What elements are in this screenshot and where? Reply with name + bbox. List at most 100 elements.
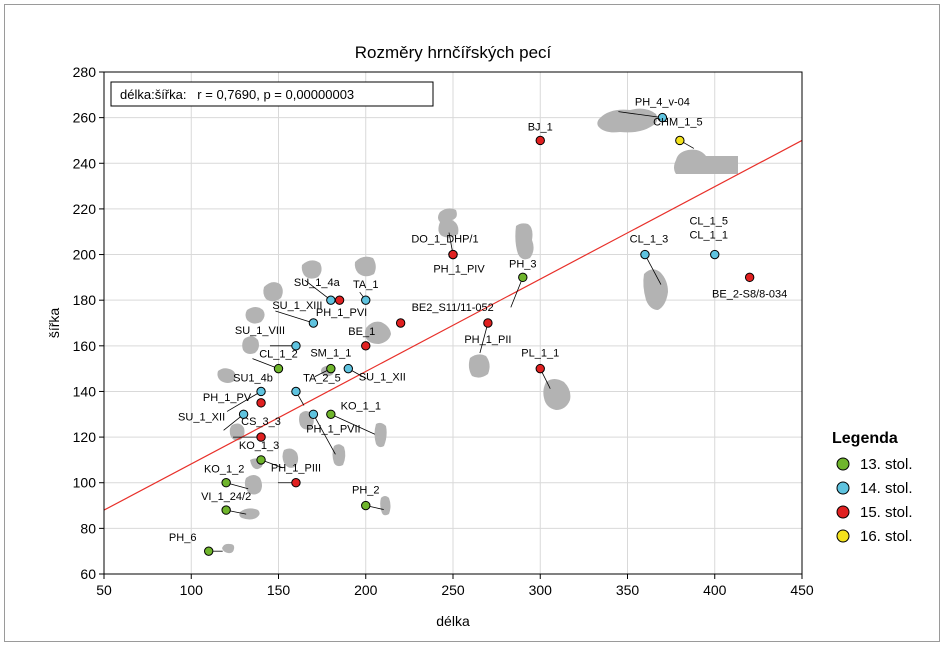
x-axis: 50 100 150 200 250 300 350 400 450 bbox=[96, 574, 814, 598]
y-tick-label: 120 bbox=[73, 429, 97, 445]
point-label: PH_2 bbox=[352, 485, 380, 497]
data-point bbox=[361, 295, 371, 305]
y-tick-label: 260 bbox=[73, 110, 97, 126]
y-tick-label: 280 bbox=[73, 64, 97, 80]
data-point bbox=[221, 478, 231, 488]
kiln-silhouette bbox=[282, 448, 299, 468]
leader-line bbox=[275, 310, 314, 324]
legend-label: 13. stol. bbox=[860, 456, 913, 473]
data-point bbox=[518, 272, 528, 283]
kiln-silhouette bbox=[374, 422, 387, 448]
leader-line bbox=[618, 111, 663, 119]
data-point bbox=[291, 341, 301, 351]
data-point bbox=[710, 249, 720, 260]
y-tick-label: 80 bbox=[80, 520, 96, 536]
x-tick-label: 200 bbox=[354, 582, 378, 598]
point-label: SU1_4b bbox=[233, 372, 273, 384]
regression-line bbox=[104, 139, 802, 511]
point-label: BE2_S11/11-052 bbox=[412, 302, 494, 314]
x-axis-label: délka bbox=[436, 613, 470, 629]
x-tick-label: 400 bbox=[703, 582, 727, 598]
y-tick-label: 100 bbox=[73, 475, 97, 491]
kiln-silhouette bbox=[332, 444, 346, 467]
data-point bbox=[291, 386, 301, 397]
leader-line bbox=[304, 279, 332, 301]
point-label: VI_1_24/2 bbox=[201, 491, 251, 503]
y-tick-label: 200 bbox=[73, 247, 97, 263]
y-tick-label: 160 bbox=[73, 338, 97, 354]
data-point bbox=[640, 249, 650, 260]
data-point bbox=[675, 135, 685, 146]
legend-marker bbox=[836, 457, 850, 471]
point-label: BE_1 bbox=[348, 326, 375, 338]
legend: Legenda 13. stol. 14. stol. 15. stol. 16. s… bbox=[832, 430, 913, 545]
point-label: BJ_1 bbox=[528, 121, 553, 133]
legend-label: 15. stol. bbox=[860, 504, 913, 521]
legend-title: Legenda bbox=[832, 430, 898, 447]
point-label: KO_1_1 bbox=[341, 400, 381, 412]
data-point bbox=[326, 295, 336, 305]
data-point bbox=[326, 363, 336, 374]
kiln-silhouette bbox=[543, 379, 571, 410]
point-label: CL_1_3 bbox=[630, 234, 669, 246]
data-point bbox=[448, 249, 458, 260]
data-point bbox=[238, 409, 249, 419]
leader-line bbox=[644, 254, 662, 285]
kiln-silhouette bbox=[217, 368, 236, 383]
x-tick-label: 100 bbox=[180, 582, 204, 598]
point-label: PH_1_PV bbox=[203, 392, 252, 404]
point-label: CS_3_3 bbox=[241, 416, 281, 428]
point-label: SU_1_4a bbox=[294, 277, 341, 289]
point-labels: PH_6 VI_1_24/2 KO_1_2 KO_1_3 CL_1_2 SM_1_1 KO_… bbox=[169, 97, 787, 545]
point-label: TA_1 bbox=[353, 279, 378, 291]
x-tick-label: 450 bbox=[790, 582, 814, 598]
data-point bbox=[535, 363, 545, 374]
legend-marker bbox=[836, 529, 850, 543]
point-label-line: CL_1_1 bbox=[689, 230, 728, 242]
kiln-silhouette bbox=[674, 149, 738, 174]
point-label: PH_1_PIII bbox=[271, 463, 321, 475]
x-tick-label: 350 bbox=[616, 582, 640, 598]
kiln-silhouette bbox=[245, 307, 265, 324]
point-label: PL_1_1 bbox=[521, 348, 559, 360]
legend-label: 16. stol. bbox=[860, 528, 913, 545]
point-label: CL_1_2 bbox=[259, 349, 298, 361]
legend-marker bbox=[836, 481, 850, 495]
data-point bbox=[361, 341, 371, 351]
kiln-silhouette bbox=[263, 282, 283, 302]
data-point bbox=[256, 398, 266, 408]
kiln-silhouette bbox=[229, 423, 245, 441]
kiln-silhouettes bbox=[217, 108, 738, 554]
data-point bbox=[221, 505, 231, 515]
data-point bbox=[273, 363, 284, 374]
kiln-silhouette bbox=[438, 208, 459, 238]
point-label: PH_1_PVI bbox=[316, 307, 367, 319]
x-tick-label: 50 bbox=[96, 582, 112, 598]
point-label: SU_1_XIII bbox=[272, 300, 322, 312]
leader-line bbox=[510, 277, 524, 308]
point-label: CHM_1_5 bbox=[653, 116, 703, 128]
kiln-silhouette bbox=[365, 321, 391, 344]
point-label: KO_1_2 bbox=[204, 464, 244, 476]
data-point bbox=[308, 409, 319, 419]
data-point bbox=[308, 318, 319, 328]
data-point bbox=[256, 455, 266, 465]
point-label: PH_3 bbox=[509, 258, 537, 270]
leader-line bbox=[479, 322, 489, 354]
data-point bbox=[657, 112, 668, 123]
point-label: CL_1_5 CL_1_1 bbox=[689, 216, 728, 242]
data-point bbox=[256, 386, 266, 397]
x-tick-label: 150 bbox=[267, 582, 291, 598]
leader-line bbox=[330, 413, 376, 435]
point-label: SU_1_XII bbox=[178, 411, 225, 423]
data-point bbox=[744, 272, 755, 283]
stats-box bbox=[110, 81, 434, 107]
y-tick-label: 240 bbox=[73, 155, 97, 171]
point-label: PH_1_PII bbox=[464, 334, 511, 346]
point-label: SU_1_XII bbox=[359, 372, 406, 384]
kiln-silhouette bbox=[643, 269, 668, 310]
point-label: TA_2_5 bbox=[303, 372, 341, 384]
kiln-silhouette bbox=[515, 223, 534, 260]
stats-annotation: délka:šířka: r = 0,7690, p = 0,00000003 bbox=[120, 87, 354, 102]
kiln-silhouette bbox=[242, 336, 259, 354]
